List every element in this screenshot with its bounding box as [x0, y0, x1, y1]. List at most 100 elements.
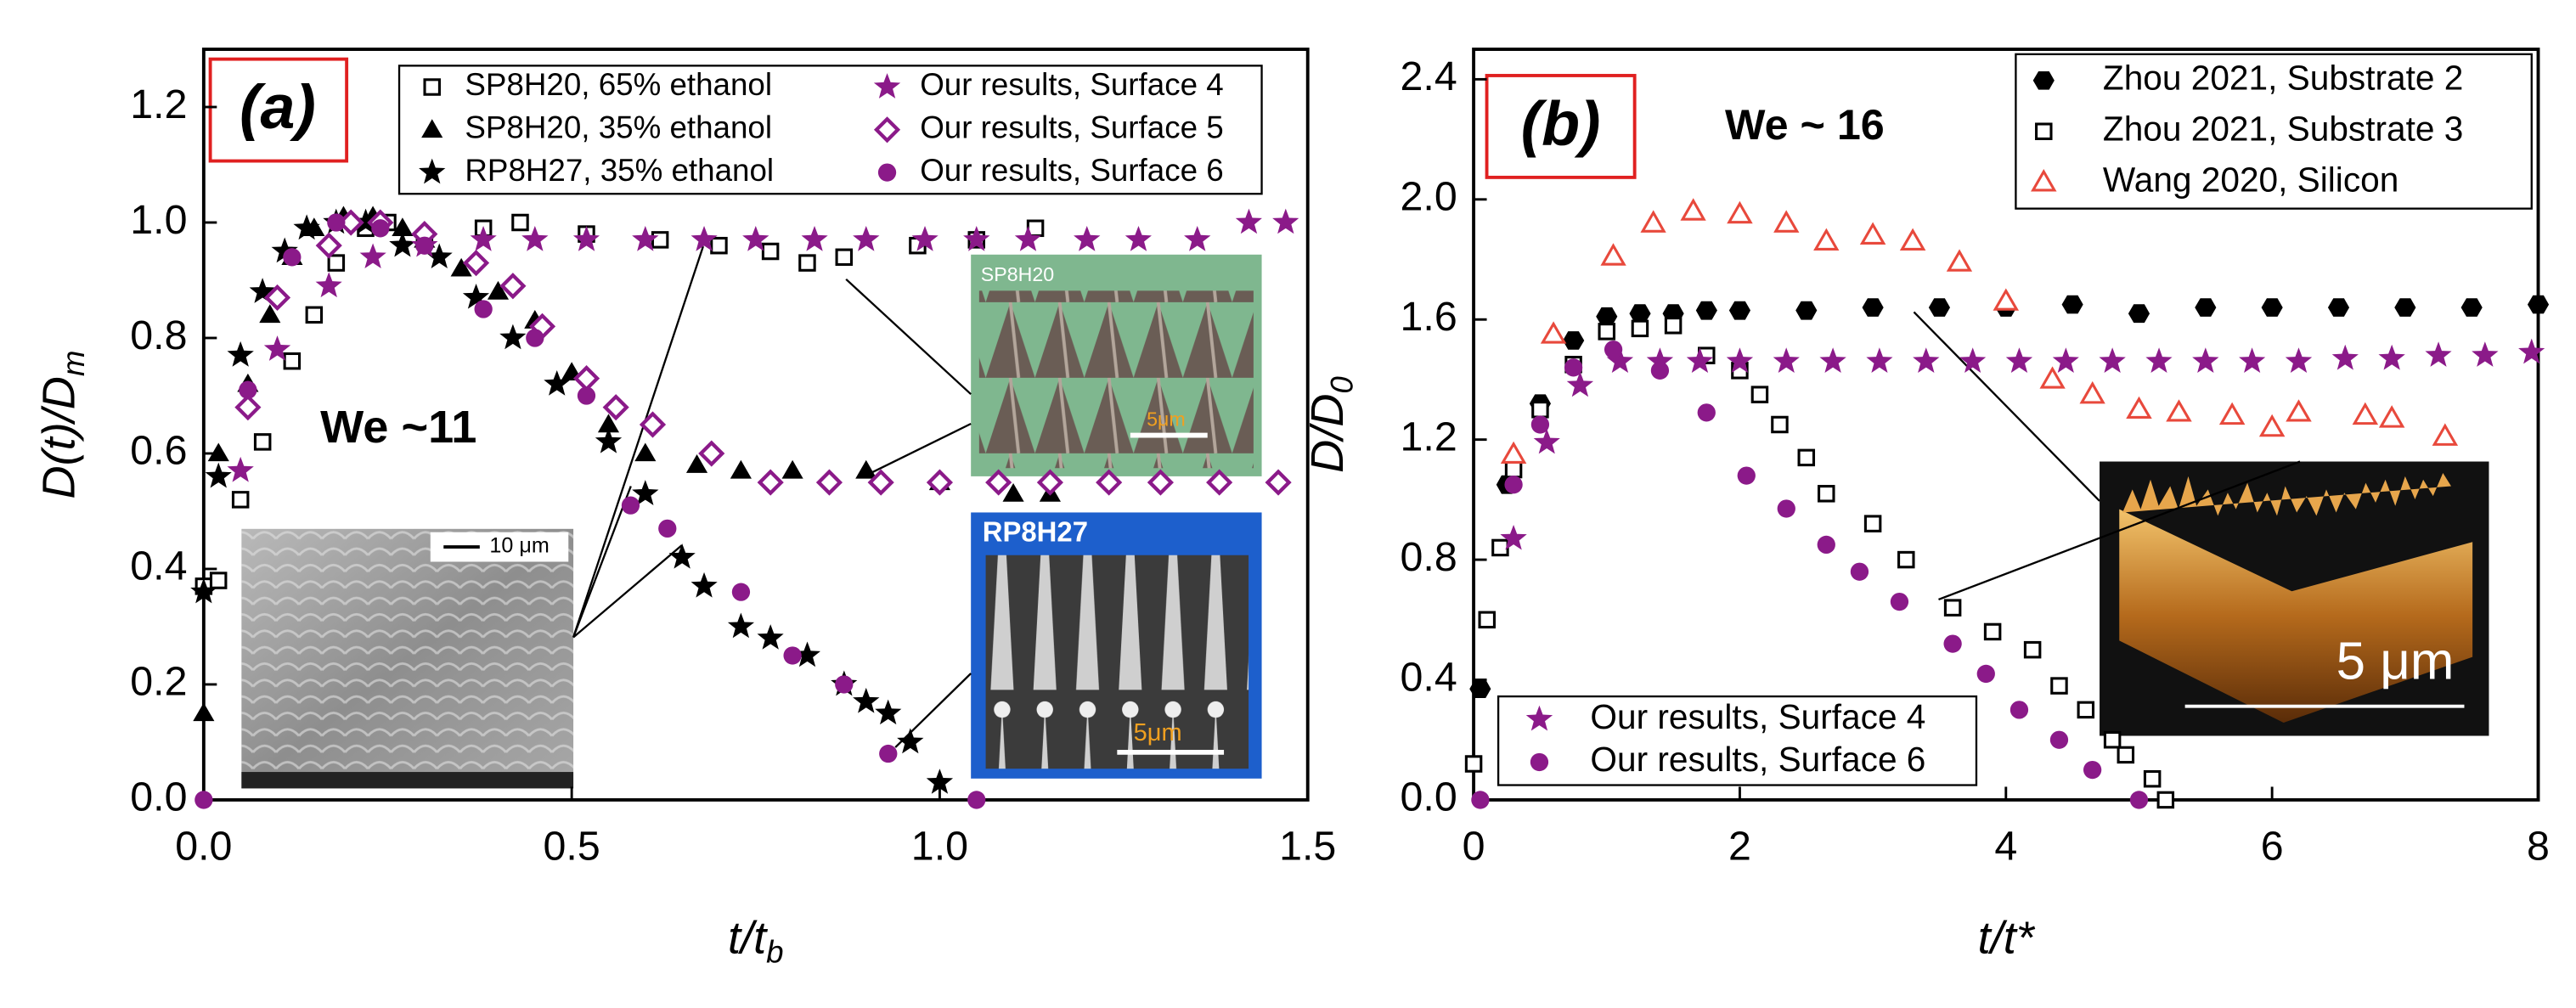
marker: [1664, 317, 1683, 335]
y-tick-label: 0.0: [130, 774, 187, 820]
x-tick-label: 0.5: [544, 824, 600, 870]
marker: [1604, 340, 1623, 359]
marker: [1795, 301, 1818, 320]
marker: [1686, 347, 1714, 374]
x-axis-label-main: t/t: [728, 913, 768, 964]
marker: [259, 304, 281, 324]
inset-sp8h20: [971, 254, 1262, 476]
marker: [1504, 460, 1523, 479]
marker: [2261, 298, 2283, 317]
marker: [685, 453, 708, 473]
marker: [1629, 304, 1651, 324]
marker: [911, 225, 939, 251]
marker: [1976, 664, 1995, 684]
marker: [595, 427, 623, 453]
marker: [2145, 347, 2173, 374]
inset-rp8h27: [971, 512, 1262, 779]
marker: [853, 687, 880, 713]
marker: [499, 324, 527, 350]
marker: [1983, 622, 2002, 641]
marker: [1959, 347, 1987, 374]
marker: [2143, 769, 2162, 788]
marker: [263, 335, 291, 361]
marker: [487, 280, 510, 300]
legend-label: Our results, Surface 6: [1590, 740, 1925, 779]
marker: [205, 462, 232, 488]
panel-label: (b): [1521, 87, 1601, 158]
marker: [421, 119, 443, 138]
marker: [1530, 752, 1549, 772]
marker: [2286, 399, 2312, 422]
marker: [392, 217, 414, 236]
legend-label: Wang 2020, Silicon: [2103, 160, 2398, 199]
inset-text: 5μm: [1147, 408, 1186, 430]
marker: [1184, 225, 1211, 251]
marker: [815, 469, 843, 496]
marker: [2031, 169, 2057, 192]
annotation: We ~ 16: [1725, 100, 1885, 149]
marker: [315, 272, 342, 298]
marker: [499, 273, 527, 300]
x-tick-label: 0.0: [175, 824, 232, 870]
marker: [783, 646, 802, 665]
marker: [1680, 198, 1706, 221]
marker: [2079, 380, 2105, 404]
marker: [2010, 701, 2029, 719]
marker: [1737, 466, 1756, 485]
marker: [283, 352, 302, 370]
marker: [1600, 243, 1626, 266]
marker: [710, 236, 728, 255]
marker: [742, 225, 769, 251]
y-tick-label: 1.6: [1401, 294, 1457, 340]
marker: [2394, 298, 2416, 317]
y-tick-label: 2.4: [1401, 53, 1457, 99]
marker: [419, 158, 446, 184]
marker: [2039, 366, 2066, 389]
marker: [293, 214, 320, 240]
marker: [2156, 791, 2175, 809]
marker: [2035, 122, 2053, 140]
marker: [873, 73, 901, 99]
marker: [2258, 414, 2286, 437]
marker: [691, 572, 718, 598]
marker: [1993, 288, 2020, 311]
marker: [1866, 347, 1893, 374]
marker: [193, 702, 215, 722]
marker: [271, 237, 298, 263]
marker: [470, 225, 497, 251]
marker: [1471, 791, 1490, 809]
marker: [227, 456, 254, 482]
marker: [1002, 483, 1024, 502]
marker: [305, 306, 324, 324]
marker: [1531, 401, 1549, 419]
marker: [1596, 307, 1618, 326]
marker: [462, 250, 490, 277]
marker: [1943, 634, 1962, 653]
y-tick-label: 1.2: [1401, 414, 1457, 459]
marker: [1817, 535, 1835, 555]
marker: [1777, 499, 1795, 518]
marker: [602, 394, 629, 421]
x-tick-label: 0: [1463, 824, 1485, 870]
arrows-a: [572, 245, 972, 748]
marker: [761, 242, 780, 261]
x-axis-label-sub: b: [766, 934, 783, 969]
inset-text: 10 μm: [489, 534, 549, 558]
marker: [873, 116, 901, 144]
marker: [1469, 679, 1491, 699]
marker: [835, 675, 854, 694]
x-tick-label: 6: [2261, 824, 2284, 870]
marker: [1564, 358, 1583, 377]
marker: [1563, 331, 1585, 350]
marker: [249, 278, 276, 303]
marker: [2239, 347, 2266, 374]
marker: [926, 769, 954, 794]
marker: [1943, 599, 1962, 617]
marker: [371, 219, 390, 238]
marker: [1850, 562, 1869, 581]
marker: [423, 78, 441, 96]
marker: [1598, 323, 1616, 341]
marker: [2061, 295, 2083, 314]
marker: [621, 496, 640, 515]
marker: [781, 459, 803, 479]
